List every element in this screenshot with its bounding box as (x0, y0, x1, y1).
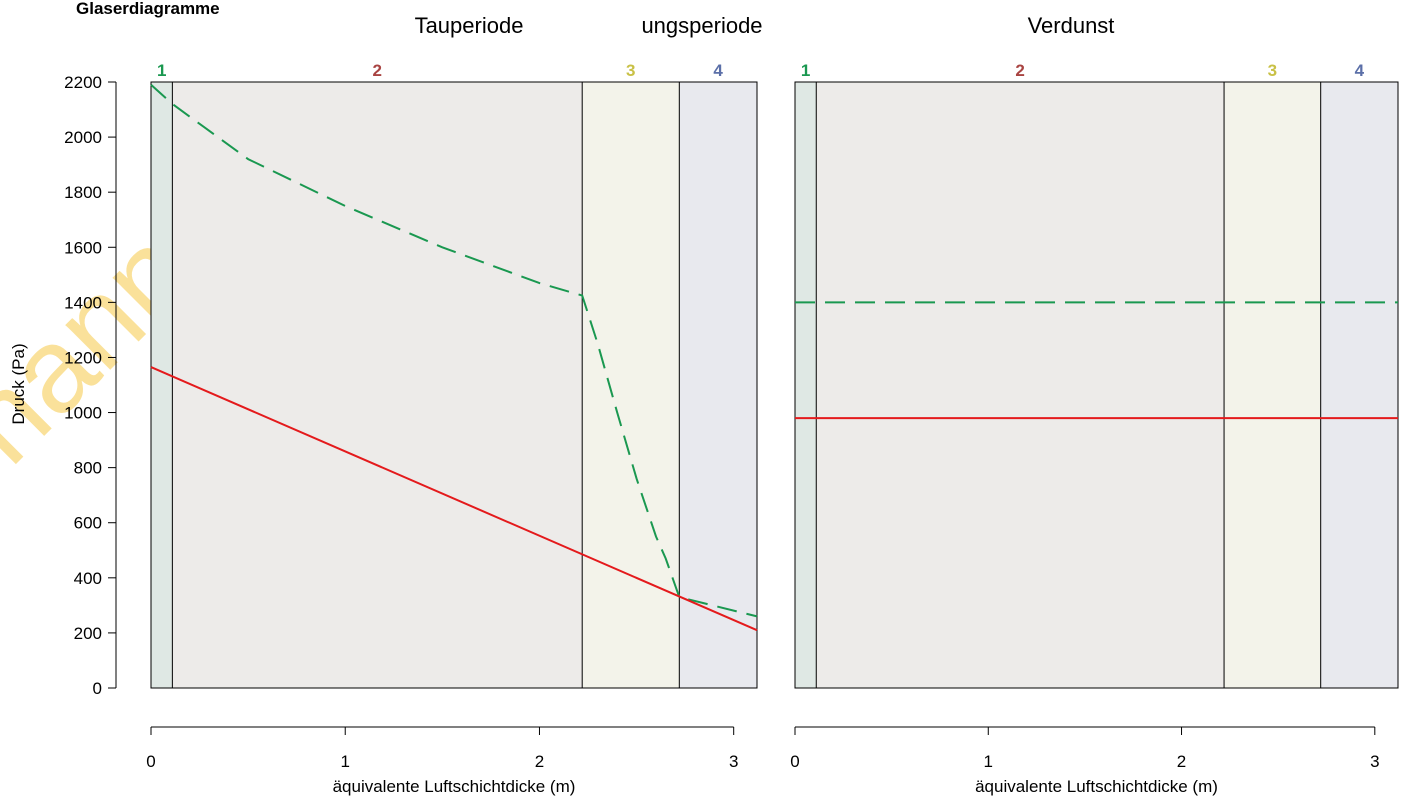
x-tick-label: 2 (535, 752, 544, 771)
x-tick-label: 2 (1177, 752, 1186, 771)
plot-frame (150, 81, 758, 689)
panel-2: 1 2 3 4 0 1 2 3 äquivalente Luftschichtdicke (m)… (790, 13, 1399, 796)
y-tick-label: 1200 (64, 348, 102, 367)
y-tick-label: 600 (74, 514, 102, 533)
layer-band-2 (816, 82, 1225, 688)
panel-title-part-1: Tauperiode (415, 13, 524, 38)
y-tick-label: 800 (74, 459, 102, 478)
y-tick-label: 1600 (64, 238, 102, 257)
figure-title: Glaserdiagramme (76, 0, 220, 18)
x-tick-label: 3 (1370, 752, 1379, 771)
y-tick-label: 400 (74, 569, 102, 588)
x-tick-label: 1 (984, 752, 993, 771)
y-tick-label: 1000 (64, 404, 102, 423)
y-tick-label: 2200 (64, 73, 102, 92)
layer-band-1 (795, 82, 817, 688)
layer-label-1: 1 (801, 61, 810, 80)
x-axis-label: äquivalente Luftschichtdicke (m) (975, 777, 1218, 796)
y-tick-label: 0 (93, 679, 102, 698)
y-axis-label: Druck (Pa) (9, 343, 28, 424)
y-tick-label: 1800 (64, 183, 102, 202)
layer-label-2: 2 (1015, 61, 1024, 80)
y-tick-label: 2000 (64, 128, 102, 147)
layer-band-4 (1320, 82, 1398, 688)
layer-label-3: 3 (1268, 61, 1277, 80)
layer-band-2 (172, 82, 583, 688)
panel-title-part-2: ungsperiode (641, 13, 762, 38)
plot-frame (794, 81, 1399, 689)
vapour-pressure-line (150, 366, 758, 632)
layer-label-4: 4 (1355, 61, 1365, 80)
x-axis-label: äquivalente Luftschichtdicke (m) (333, 777, 576, 796)
y-tick-label: 1400 (64, 293, 102, 312)
x-tick-label: 0 (146, 752, 155, 771)
layer-label-3: 3 (626, 61, 635, 80)
x-tick-label: 3 (729, 752, 738, 771)
layer-band-1 (151, 82, 173, 688)
x-tick-label: 1 (340, 752, 349, 771)
y-tick-label: 200 (74, 624, 102, 643)
layer-label-2: 2 (373, 61, 382, 80)
layer-band-3 (1224, 82, 1321, 688)
layer-label-1: 1 (157, 61, 166, 80)
panel-title: Verdunst (1028, 13, 1115, 38)
saturation-pressure-line (150, 84, 758, 618)
x-tick-label: 0 (790, 752, 799, 771)
layer-band-3 (582, 82, 680, 688)
layer-label-4: 4 (713, 61, 723, 80)
panel-1: 1 2 3 4 0 1 2 3 äquivalente Luftschichtdicke (m)… (64, 13, 762, 796)
layer-band-4 (679, 82, 757, 688)
